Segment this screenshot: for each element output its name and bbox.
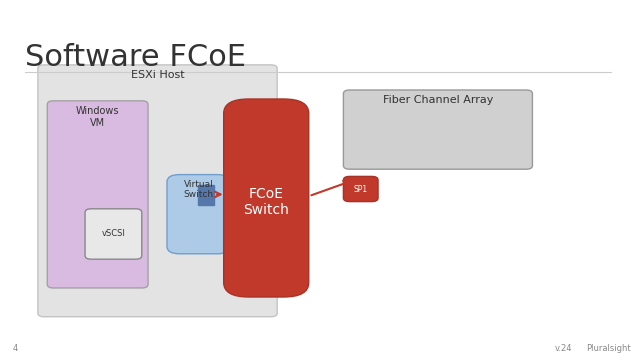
FancyBboxPatch shape: [224, 99, 308, 297]
FancyBboxPatch shape: [344, 90, 532, 169]
Text: Software FCoE: Software FCoE: [25, 43, 246, 72]
FancyBboxPatch shape: [38, 65, 277, 317]
Text: FCoE
Switch: FCoE Switch: [243, 186, 289, 217]
FancyBboxPatch shape: [344, 176, 378, 202]
Text: SP1: SP1: [354, 185, 368, 194]
Text: Windows
VM: Windows VM: [76, 106, 120, 128]
FancyBboxPatch shape: [167, 175, 230, 254]
Text: 4: 4: [13, 344, 18, 353]
FancyBboxPatch shape: [85, 209, 142, 259]
Text: vSCSI: vSCSI: [102, 230, 125, 239]
Text: Fiber Channel Array: Fiber Channel Array: [383, 95, 493, 105]
Text: ESXi Host: ESXi Host: [131, 70, 184, 80]
FancyBboxPatch shape: [47, 101, 148, 288]
FancyBboxPatch shape: [198, 185, 214, 205]
Text: Virtual
Switch: Virtual Switch: [184, 180, 214, 199]
Text: Pluralsight: Pluralsight: [586, 344, 630, 353]
Text: v.24: v.24: [554, 344, 572, 353]
